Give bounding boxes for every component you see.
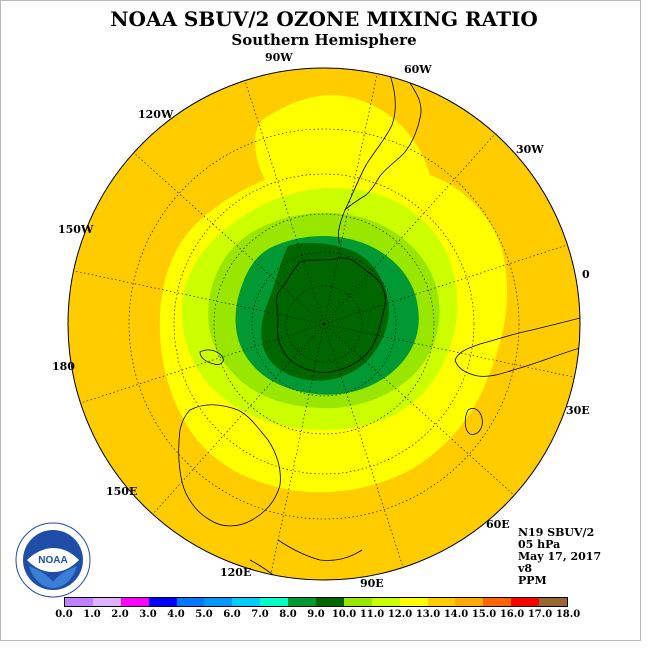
coast-new-zealand	[199, 349, 224, 365]
colorbar-segment	[343, 598, 372, 606]
satellite-label: N19 SBUV/2	[518, 526, 595, 539]
colorbar-segment	[511, 598, 540, 606]
lon-label-90e: 90E	[360, 577, 384, 590]
colorbar-segment	[232, 598, 261, 606]
meridian-line	[323, 323, 515, 496]
colorbar-tick-label: 9.0	[307, 609, 325, 620]
colorbar-tick-label: 3.0	[139, 609, 157, 620]
coast-australia	[178, 404, 281, 527]
meridian-line	[244, 80, 325, 325]
lon-label-30w: 30W	[516, 143, 544, 156]
info-block: N19 SBUV/2 05 hPa May 17, 2017 v8 PPM	[518, 527, 601, 587]
lon-label-60w: 60W	[404, 63, 432, 76]
meridian-line	[323, 244, 568, 325]
colorbar-tick-label: 16.0	[499, 609, 525, 620]
colorbar-segment	[204, 598, 233, 606]
colorbar-tick-label: 10.0	[331, 609, 357, 620]
colorbar-ticks: 0.0 1.0 2.0 3.0 4.0 5.0 6.0 7.0 8.0 9.0 10.0 11.0 12…	[54, 609, 594, 623]
colorbar-segment	[316, 598, 344, 606]
lon-label-180: 180	[52, 360, 75, 373]
lon-label-60e: 60E	[486, 518, 510, 531]
meridian-line	[80, 323, 325, 404]
meridian-line	[323, 323, 575, 378]
meridian-line	[323, 73, 378, 325]
meridian-line	[133, 152, 325, 325]
colorbar-segment	[539, 598, 568, 606]
version-label: v8	[518, 562, 533, 575]
meridian-line	[323, 323, 404, 568]
colorbar-segment	[120, 598, 149, 606]
band-core	[261, 242, 389, 381]
colorbar-segment	[176, 598, 205, 606]
meridian-lines	[73, 73, 575, 575]
page-subtitle: Southern Hemisphere	[231, 31, 417, 49]
coast-madagascar	[464, 408, 483, 435]
coast-africa	[454, 317, 580, 377]
colorbar-segment	[483, 598, 512, 606]
colorbar-tick-label: 2.0	[111, 609, 129, 620]
colorbar-tick-label: 12.0	[387, 609, 413, 620]
colorbar-tick-label: 1.0	[83, 609, 101, 620]
colorbar-tick-label: 15.0	[471, 609, 497, 620]
colorbar-segment	[371, 598, 400, 606]
meridian-line	[323, 133, 496, 325]
colorbar-tick-label: 0.0	[55, 609, 73, 620]
colorbar-tick-label: 17.0	[527, 609, 553, 620]
colorbar-segment	[148, 598, 177, 606]
lon-label-150w: 150W	[58, 223, 94, 236]
svg-text:NOAA: NOAA	[38, 555, 67, 566]
meridian-line	[152, 323, 325, 515]
colorbar-tick-label: 5.0	[195, 609, 213, 620]
colorbar-segment	[260, 598, 289, 606]
colorbar-segment	[92, 598, 121, 606]
colorbar-tick-label: 8.0	[279, 609, 297, 620]
lon-label-120w: 120W	[138, 108, 174, 121]
colorbar-tick-label: 4.0	[167, 609, 185, 620]
lon-label-90w: 90W	[265, 51, 293, 64]
colorbar-tick-label: 18.0	[555, 609, 581, 620]
colorbar-segment	[65, 598, 93, 606]
colorbar-tick-label: 7.0	[251, 609, 269, 620]
colorbar-tick-label: 14.0	[443, 609, 469, 620]
level-label: 05 hPa	[518, 538, 561, 551]
colorbar-segment	[399, 598, 428, 606]
colorbar-segment	[455, 598, 484, 606]
latitude-lines	[128, 128, 520, 520]
page-title: NOAA SBUV/2 OZONE MIXING RATIO	[110, 7, 538, 31]
colorbar-tick-label: 6.0	[223, 609, 241, 620]
noaa-logo: NOAA	[15, 522, 91, 598]
colorbar-segment	[288, 598, 317, 606]
coast-south-america	[337, 74, 422, 245]
date-label: May 17, 2017	[518, 550, 602, 563]
lon-label-150e: 150E	[106, 485, 138, 498]
meridian-line	[270, 323, 325, 575]
map-border	[67, 67, 581, 581]
lon-label-120e: 120E	[220, 566, 252, 579]
lon-label-30e: 30E	[566, 404, 590, 417]
coast-antarctica	[276, 257, 386, 373]
lon-label-0: 0	[582, 268, 590, 281]
colorbar	[64, 597, 568, 607]
colorbar-tick-label: 11.0	[359, 609, 385, 620]
meridian-line	[73, 270, 325, 325]
colorbar-segment	[427, 598, 456, 606]
units-label: PPM	[518, 574, 547, 587]
colorbar-tick-label: 13.0	[415, 609, 441, 620]
